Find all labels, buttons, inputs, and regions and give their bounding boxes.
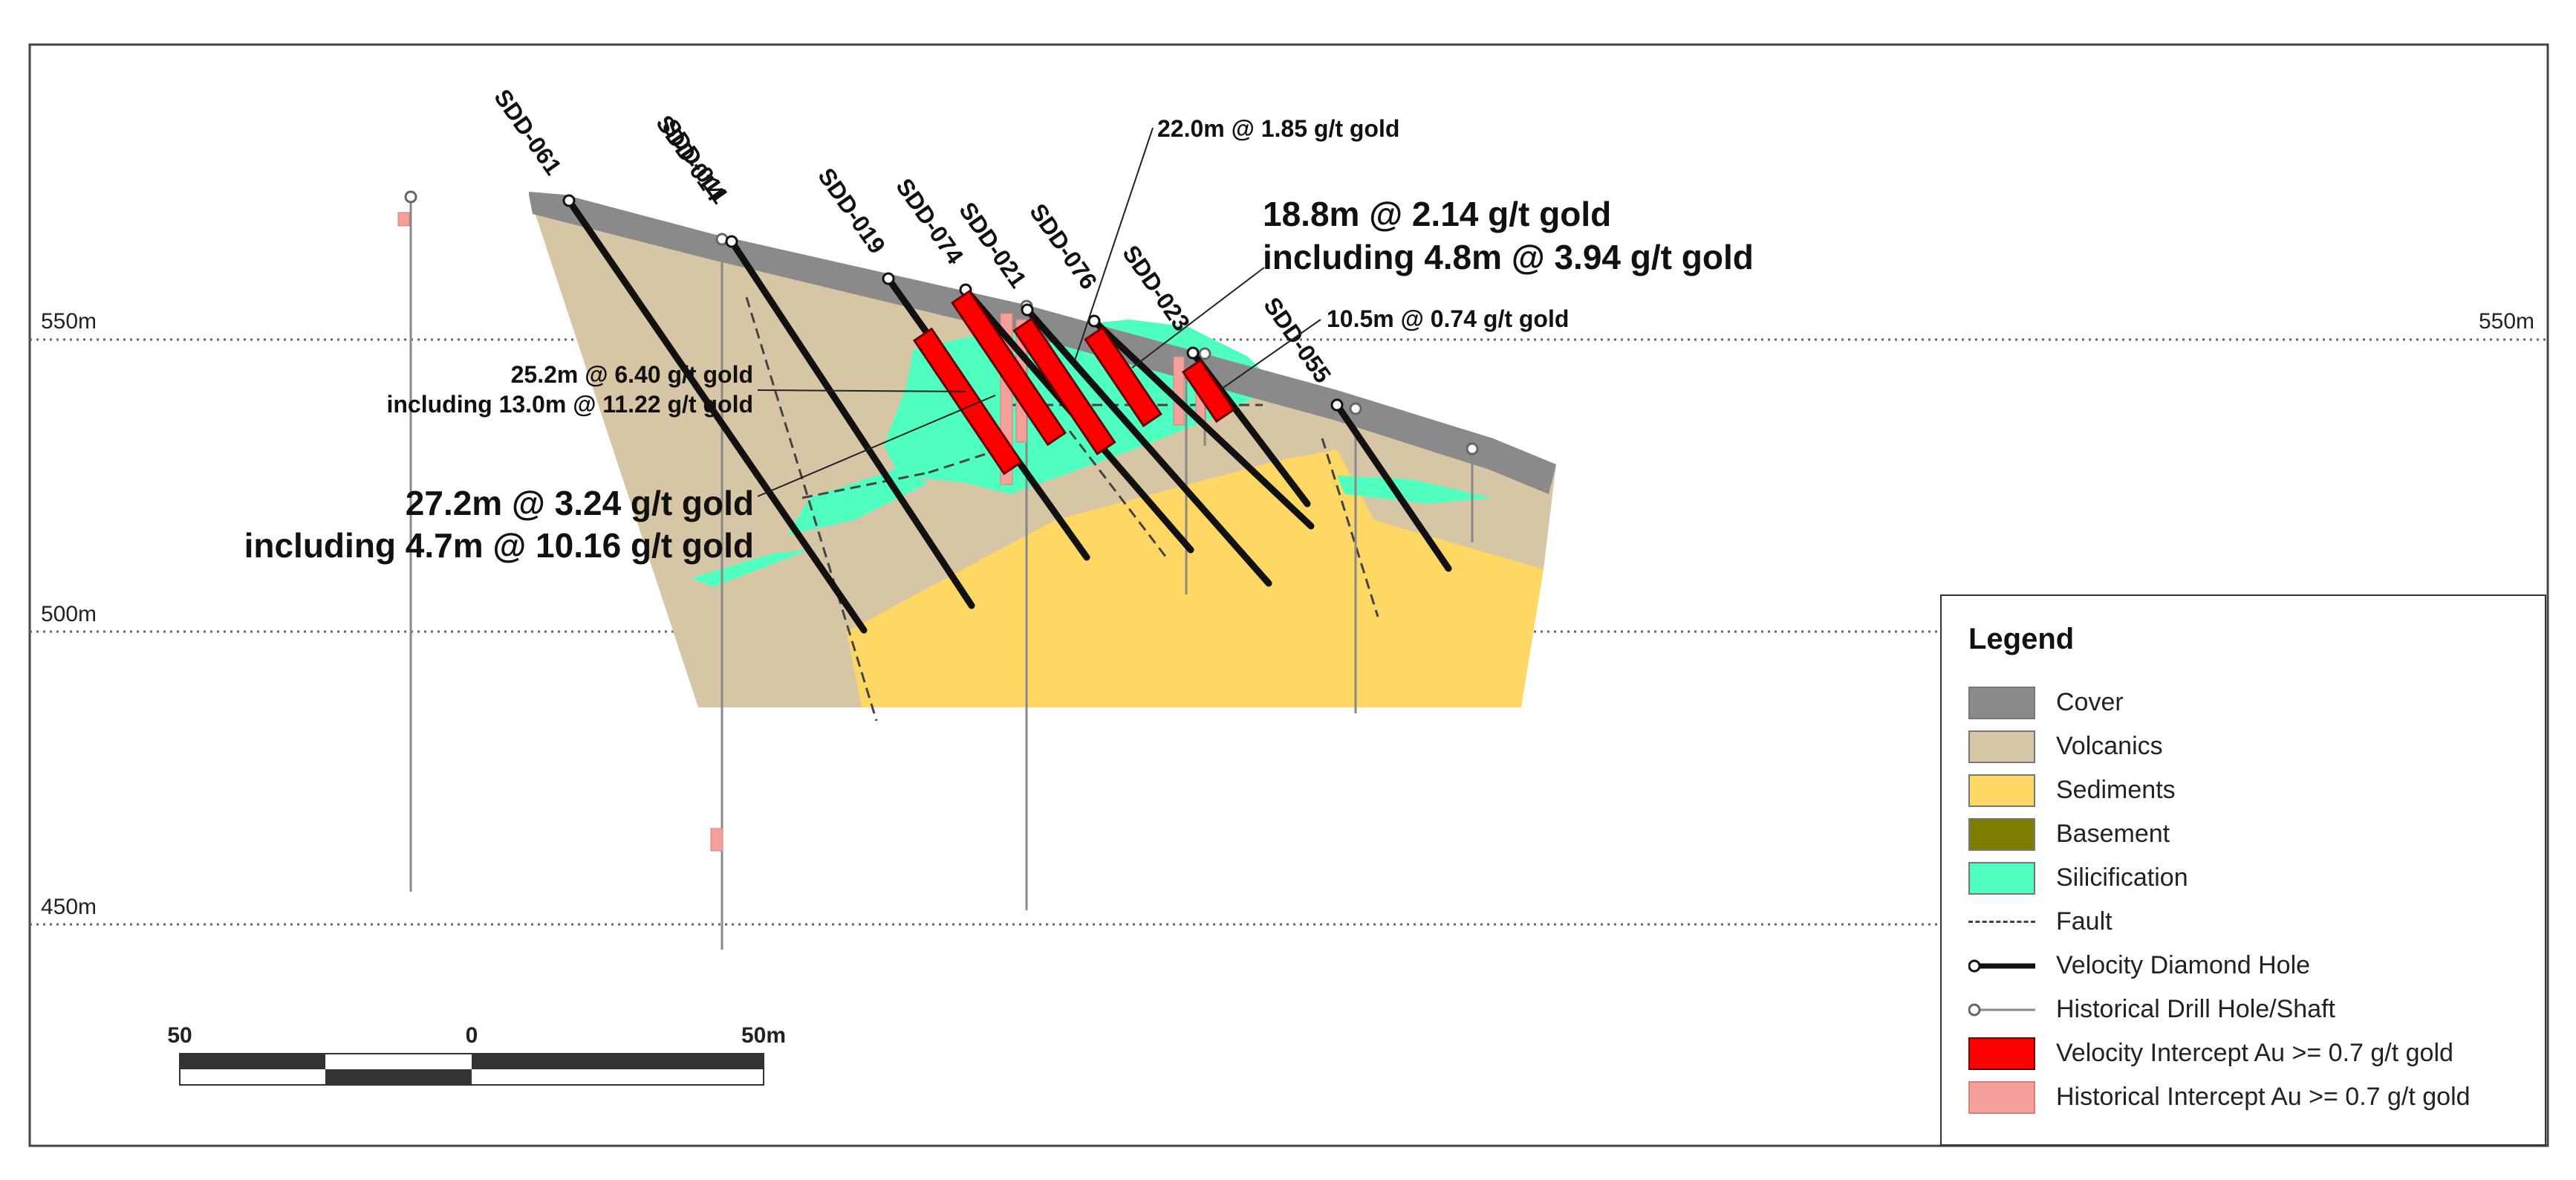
fault-lines [745, 296, 1379, 722]
annotation-27-2m: 27.2m @ 3.24 g/t gold [406, 484, 754, 522]
velocity-hole-collars [562, 194, 1344, 412]
hole-label-sdd-011: SDD-011 [657, 114, 734, 208]
legend-item-volcanics: Volcanics [1968, 729, 2533, 765]
scale-label-50-left: 50 [167, 1023, 192, 1048]
annotation-leaders [757, 127, 1321, 497]
legend-item-velocity-intercept: Velocity Intercept Au >= 0.7 g/t gold [1968, 1036, 2533, 1072]
legend-label-fault: Fault [2056, 907, 2112, 936]
silicification-swatch [1968, 862, 2035, 895]
legend-item-basement: Basement [1968, 817, 2533, 852]
silicification-zone-right [1337, 476, 1493, 504]
scale-label-0: 0 [466, 1023, 478, 1048]
annotation-18-8m-including: including 4.8m @ 3.94 g/t gold [1263, 238, 1754, 276]
historical-hole-collars [404, 190, 1479, 456]
legend-label-velocity-intercept: Velocity Intercept Au >= 0.7 g/t gold [2056, 1039, 2453, 1067]
hole-label-sdd-021: SDD-021 [954, 197, 1032, 292]
legend-panel: Legend Cover Volcanics Sediments Basemen… [1940, 594, 2546, 1146]
elevation-label-500: 500m [41, 602, 97, 626]
legend-label-historical-intercept: Historical Intercept Au >= 0.7 g/t gold [2056, 1083, 2471, 1111]
legend-label-volcanics: Volcanics [2056, 732, 2163, 760]
legend-label-basement: Basement [2056, 820, 2170, 848]
basement-swatch [1968, 818, 2035, 851]
legend-item-historical-intercept: Historical Intercept Au >= 0.7 g/t gold [1968, 1080, 2533, 1115]
legend-item-historical-hole: Historical Drill Hole/Shaft [1968, 992, 2533, 1028]
annotation-18-8m: 18.8m @ 2.14 g/t gold [1263, 195, 1611, 233]
annotation-22m: 22.0m @ 1.85 g/t gold [1157, 115, 1399, 142]
volcanics-swatch [1968, 730, 2035, 763]
legend-label-cover: Cover [2056, 688, 2124, 716]
cover-swatch [1968, 687, 2035, 719]
velocity-hole-icon [1968, 959, 2035, 973]
legend-item-silicification: Silicification [1968, 860, 2533, 896]
legend-item-fault: Fault [1968, 904, 2533, 940]
sediments-unit [847, 450, 1544, 707]
cover-unit [529, 192, 1556, 494]
legend-title: Legend [1968, 623, 2075, 655]
legend-item-cover: Cover [1968, 685, 2533, 721]
legend-label-historical-hole: Historical Drill Hole/Shaft [2056, 995, 2335, 1023]
annotation-25-2m-including: including 13.0m @ 11.22 g/t gold [386, 391, 753, 418]
hole-label-sdd-076: SDD-076 [1024, 198, 1102, 294]
annotation-10-5m: 10.5m @ 0.74 g/t gold [1327, 305, 1569, 332]
annotation-25-2m: 25.2m @ 6.40 g/t gold [511, 361, 753, 388]
velocity-intercepts [912, 289, 1236, 476]
historical-hole-icon [1968, 1003, 2035, 1017]
velocity-intercept-swatch [1968, 1037, 2035, 1070]
fault-line-icon [1968, 921, 2035, 923]
hole-label-sdd-061: SDD-061 [489, 84, 567, 179]
section-frame [28, 43, 2549, 1147]
legend-label-silicification: Silicification [2056, 863, 2188, 892]
legend-item-sediments: Sediments [1968, 773, 2533, 808]
scale-bar: 50 0 50m [167, 1023, 786, 1086]
scale-label-50m: 50m [741, 1023, 786, 1048]
elevation-label-450: 450m [41, 895, 97, 919]
historical-intercept-swatch [1968, 1081, 2035, 1114]
legend-item-velocity-hole: Velocity Diamond Hole [1968, 948, 2533, 984]
sediments-swatch [1968, 774, 2035, 807]
elevation-label-550-left: 550m [41, 309, 97, 334]
elevation-label-550-right: 550m [2479, 309, 2534, 334]
silicification-zone-left [691, 550, 810, 587]
hole-label-sdd-019: SDD-019 [813, 163, 891, 258]
legend-label-velocity-hole: Velocity Diamond Hole [2056, 951, 2311, 979]
legend-label-sediments: Sediments [2056, 776, 2176, 804]
annotation-27-2m-including: including 4.7m @ 10.16 g/t gold [244, 526, 754, 565]
hole-label-sdd-074: SDD-074 [891, 173, 969, 269]
